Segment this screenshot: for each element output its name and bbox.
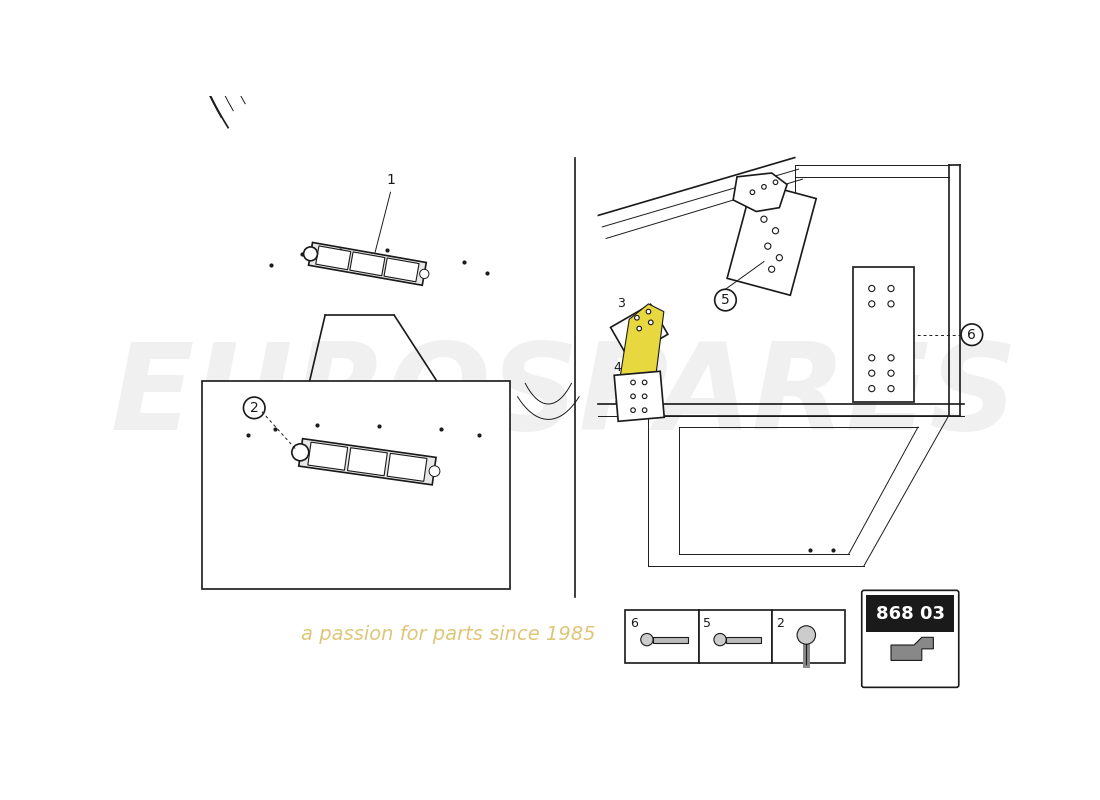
- Polygon shape: [614, 371, 664, 422]
- Polygon shape: [348, 448, 387, 476]
- Circle shape: [761, 185, 767, 189]
- Polygon shape: [616, 304, 664, 412]
- Circle shape: [642, 380, 647, 385]
- Circle shape: [869, 370, 874, 376]
- Circle shape: [649, 320, 653, 325]
- Circle shape: [642, 394, 647, 398]
- Circle shape: [750, 190, 755, 194]
- Circle shape: [798, 626, 815, 644]
- Circle shape: [769, 266, 774, 272]
- Circle shape: [304, 247, 318, 261]
- Polygon shape: [299, 438, 436, 485]
- Polygon shape: [387, 454, 427, 482]
- Text: 4: 4: [614, 361, 622, 374]
- Circle shape: [420, 270, 429, 278]
- Circle shape: [714, 634, 726, 646]
- Bar: [698, 610, 772, 662]
- Circle shape: [888, 286, 894, 291]
- Circle shape: [630, 394, 636, 398]
- Circle shape: [641, 634, 653, 646]
- Circle shape: [869, 386, 874, 392]
- Text: a passion for parts since 1985: a passion for parts since 1985: [301, 626, 595, 645]
- Bar: [726, 637, 761, 642]
- Circle shape: [888, 301, 894, 307]
- Polygon shape: [308, 442, 348, 470]
- Text: 6: 6: [630, 617, 638, 630]
- Circle shape: [715, 290, 736, 311]
- Polygon shape: [852, 267, 914, 402]
- Text: 2: 2: [250, 401, 258, 415]
- Circle shape: [888, 386, 894, 392]
- Bar: [202, 381, 510, 589]
- Text: 5: 5: [722, 293, 729, 307]
- Circle shape: [869, 301, 874, 307]
- Bar: [772, 610, 845, 662]
- Text: 2: 2: [777, 617, 784, 630]
- Polygon shape: [308, 242, 427, 286]
- Circle shape: [961, 324, 982, 346]
- Bar: [653, 637, 688, 642]
- Text: 5: 5: [703, 617, 711, 630]
- Polygon shape: [727, 182, 816, 295]
- Polygon shape: [610, 304, 668, 358]
- Text: 868 03: 868 03: [876, 606, 945, 623]
- Circle shape: [637, 326, 641, 331]
- Bar: [867, 595, 954, 632]
- Circle shape: [646, 310, 651, 314]
- Circle shape: [772, 228, 779, 234]
- Text: 6: 6: [967, 328, 977, 342]
- Circle shape: [429, 466, 440, 477]
- Circle shape: [764, 243, 771, 250]
- Circle shape: [642, 408, 647, 413]
- Circle shape: [869, 286, 874, 291]
- Circle shape: [243, 397, 265, 418]
- Circle shape: [761, 216, 767, 222]
- Bar: [625, 610, 698, 662]
- Circle shape: [888, 354, 894, 361]
- Circle shape: [630, 380, 636, 385]
- Polygon shape: [733, 173, 788, 211]
- Polygon shape: [350, 252, 385, 276]
- Polygon shape: [891, 638, 933, 661]
- Circle shape: [635, 315, 639, 320]
- Polygon shape: [384, 258, 419, 282]
- Circle shape: [292, 444, 309, 461]
- Text: 3: 3: [617, 298, 626, 310]
- Circle shape: [869, 354, 874, 361]
- Circle shape: [773, 180, 778, 185]
- Circle shape: [888, 370, 894, 376]
- Text: 1: 1: [386, 173, 395, 187]
- Text: EUROSPARES: EUROSPARES: [110, 338, 1018, 454]
- Polygon shape: [316, 246, 351, 270]
- Circle shape: [777, 254, 782, 261]
- Circle shape: [630, 408, 636, 413]
- FancyBboxPatch shape: [861, 590, 959, 687]
